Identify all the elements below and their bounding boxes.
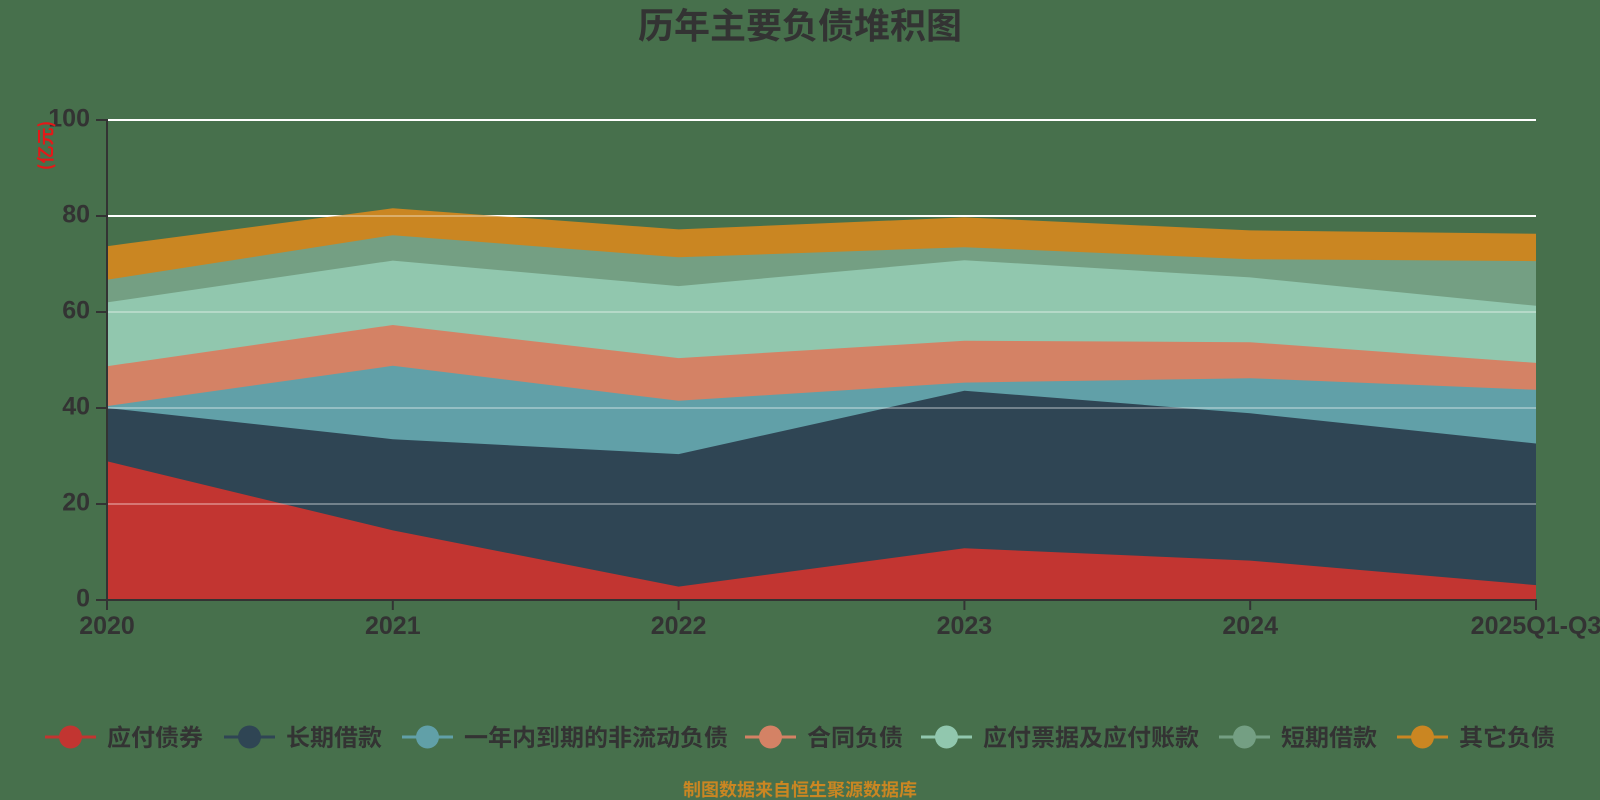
svg-text:20: 20 — [62, 489, 90, 517]
svg-text:2021: 2021 — [365, 612, 421, 640]
svg-text:2022: 2022 — [651, 612, 707, 640]
svg-text:2023: 2023 — [937, 612, 993, 640]
svg-text:2024: 2024 — [1222, 612, 1278, 640]
svg-text:2020: 2020 — [79, 612, 135, 640]
svg-text:0: 0 — [76, 585, 90, 613]
svg-text:40: 40 — [62, 393, 90, 421]
svg-text:60: 60 — [62, 297, 90, 325]
svg-text:100: 100 — [48, 105, 90, 133]
svg-text:2025Q1-Q3: 2025Q1-Q3 — [1471, 612, 1600, 640]
svg-text:80: 80 — [62, 201, 90, 229]
